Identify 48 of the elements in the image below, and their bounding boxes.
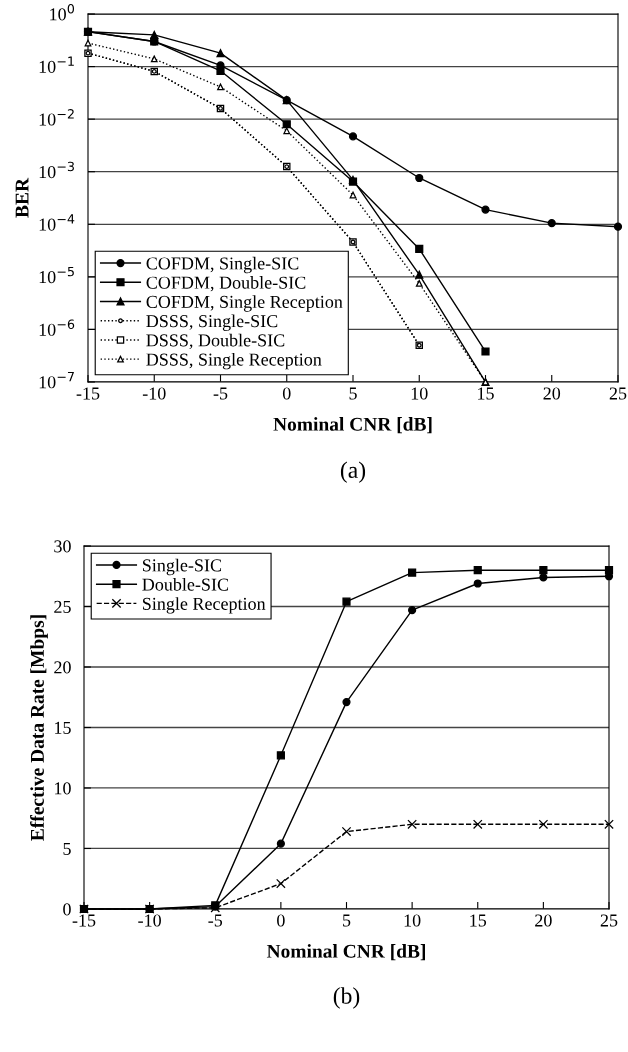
x-tick-label: 5 xyxy=(343,914,351,927)
x-tick-label: 0 xyxy=(277,914,285,927)
y-axis-title: BER xyxy=(15,177,29,218)
x-tick-label: -5 xyxy=(213,387,228,400)
x-tick-label: 5 xyxy=(349,387,357,400)
x-tick-label: 10 xyxy=(404,914,421,927)
legend-label: Double-SIC xyxy=(142,577,229,591)
x-tick-label: 10 xyxy=(411,387,428,400)
x-tick-label: 0 xyxy=(282,387,291,400)
y-tick-label: 10$^{−5}$ xyxy=(39,266,74,284)
x-tick-label: 20 xyxy=(543,387,561,400)
y-tick-label: 10$^{−2}$ xyxy=(39,109,74,126)
y-tick-label: 15 xyxy=(55,721,71,734)
x-tick-label: -15 xyxy=(76,387,100,400)
x-tick-label: 20 xyxy=(535,914,552,927)
legend-label: COFDM, Single-SIC xyxy=(146,256,299,274)
y-axis-title: Effective Data Rate [Mbps] xyxy=(30,615,48,841)
legend-label: Single-SIC xyxy=(142,558,222,576)
y-tick-label: 10$^{−6}$ xyxy=(39,319,75,336)
y-tick-label: 0 xyxy=(63,903,71,916)
legend-label: Single Reception xyxy=(142,597,266,614)
x-tick-label: -10 xyxy=(138,914,161,927)
y-tick-label: 10$^{−1}$ xyxy=(39,56,74,73)
x-tick-label: -5 xyxy=(208,914,223,927)
y-tick-label: 10$^{0}$ xyxy=(50,3,75,21)
text: (b) xyxy=(333,987,360,1009)
x-tick-label: -15 xyxy=(72,914,96,927)
x-tick-label: -10 xyxy=(142,387,166,400)
y-tick-label: 25 xyxy=(54,600,71,613)
legend-label: DSSS, Single Reception xyxy=(146,352,322,370)
y-tick-label: 30 xyxy=(54,540,71,553)
legend-label: DSSS, Double-SIC xyxy=(146,333,285,350)
legend-label: COFDM, Single Reception xyxy=(146,295,343,312)
y-tick-label: 10$^{−7}$ xyxy=(39,372,74,389)
x-tick-label: 25 xyxy=(609,387,627,400)
x-axis-title: Nominal CNR [dB] xyxy=(266,944,425,961)
y-tick-label: 10 xyxy=(55,782,71,795)
x-axis-title: Nominal CNR [dB] xyxy=(273,417,432,434)
legend-label: COFDM, Double-SIC xyxy=(146,276,306,292)
y-tick-label: 20 xyxy=(54,661,71,674)
legend-label: DSSS, Single-SIC xyxy=(146,314,278,331)
y-tick-label: 5 xyxy=(63,842,71,855)
x-tick-label: 25 xyxy=(600,914,618,927)
x-tick-label: 15 xyxy=(478,387,494,400)
y-tick-label: 10$^{−4}$ xyxy=(39,214,75,231)
x-tick-label: 15 xyxy=(470,914,487,927)
y-tick-label: 10$^{−3}$ xyxy=(39,161,74,179)
text: (a) xyxy=(340,461,366,483)
